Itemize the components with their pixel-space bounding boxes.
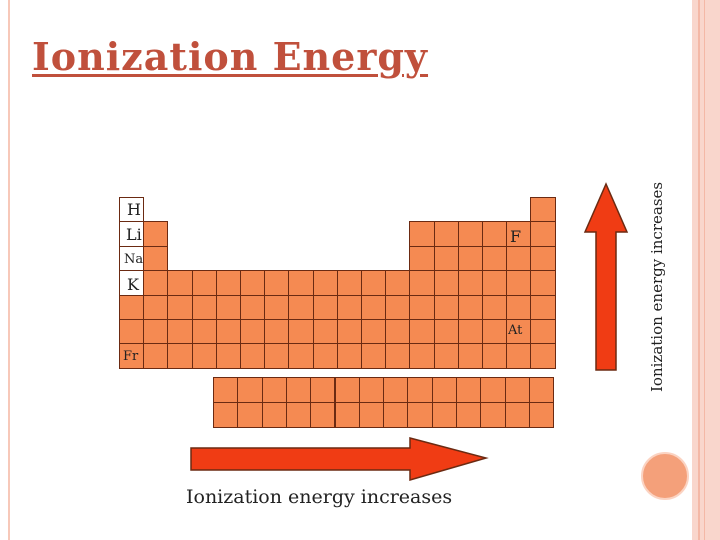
label-francium: Fr bbox=[123, 349, 139, 364]
element-cell bbox=[312, 319, 338, 345]
element-cell bbox=[143, 221, 169, 247]
horizontal-arrow-label: Ionization energy increases bbox=[186, 486, 453, 508]
border-line bbox=[698, 0, 700, 540]
element-cell bbox=[288, 319, 314, 345]
element-cell bbox=[482, 294, 508, 320]
label-sodium: Na bbox=[124, 252, 144, 267]
element-cell bbox=[409, 221, 435, 247]
element-cell bbox=[530, 197, 556, 223]
element-cell bbox=[191, 319, 217, 345]
decorative-circle bbox=[641, 452, 689, 500]
element-cell bbox=[361, 343, 387, 369]
element-cell bbox=[167, 343, 193, 369]
f-block-cell bbox=[480, 402, 506, 428]
element-cell bbox=[361, 270, 387, 296]
element-cell bbox=[409, 294, 435, 320]
element-cell bbox=[433, 343, 459, 369]
label-lithium: Li bbox=[126, 225, 142, 244]
element-cell bbox=[530, 221, 556, 247]
element-cell bbox=[240, 270, 266, 296]
element-cell bbox=[336, 270, 362, 296]
right-arrow bbox=[190, 437, 489, 481]
element-cell bbox=[409, 245, 435, 272]
vertical-arrow-label: Ionization energy increases bbox=[648, 181, 666, 392]
left-border-line bbox=[8, 0, 10, 540]
f-block-cell bbox=[237, 402, 263, 428]
element-cell bbox=[240, 343, 266, 369]
element-cell bbox=[264, 319, 290, 345]
element-cell bbox=[143, 245, 169, 272]
border-line bbox=[704, 0, 705, 540]
f-block-cell bbox=[456, 402, 482, 428]
label-potassium: K bbox=[127, 275, 139, 294]
right-border-strip bbox=[692, 0, 720, 540]
up-arrow bbox=[583, 182, 629, 371]
element-cell bbox=[361, 294, 387, 320]
element-cell bbox=[530, 245, 556, 272]
element-cell bbox=[385, 343, 411, 369]
element-cell bbox=[482, 245, 508, 272]
element-cell bbox=[506, 319, 532, 345]
label-astatine: At bbox=[508, 323, 523, 338]
element-cell bbox=[264, 343, 290, 369]
element-cell bbox=[482, 343, 508, 369]
label-fluorine: F bbox=[510, 227, 522, 246]
element-cell bbox=[482, 319, 508, 345]
label-hydrogen: H bbox=[127, 200, 141, 219]
element-cell bbox=[119, 197, 145, 223]
element-cell bbox=[530, 343, 556, 369]
slide-title: Ionization Energy bbox=[32, 34, 429, 79]
element-cell bbox=[143, 343, 169, 369]
f-block-cell bbox=[383, 402, 409, 428]
element-cell bbox=[312, 343, 338, 369]
element-cell bbox=[336, 319, 362, 345]
element-cell bbox=[530, 319, 556, 345]
f-block-cell bbox=[528, 402, 555, 428]
